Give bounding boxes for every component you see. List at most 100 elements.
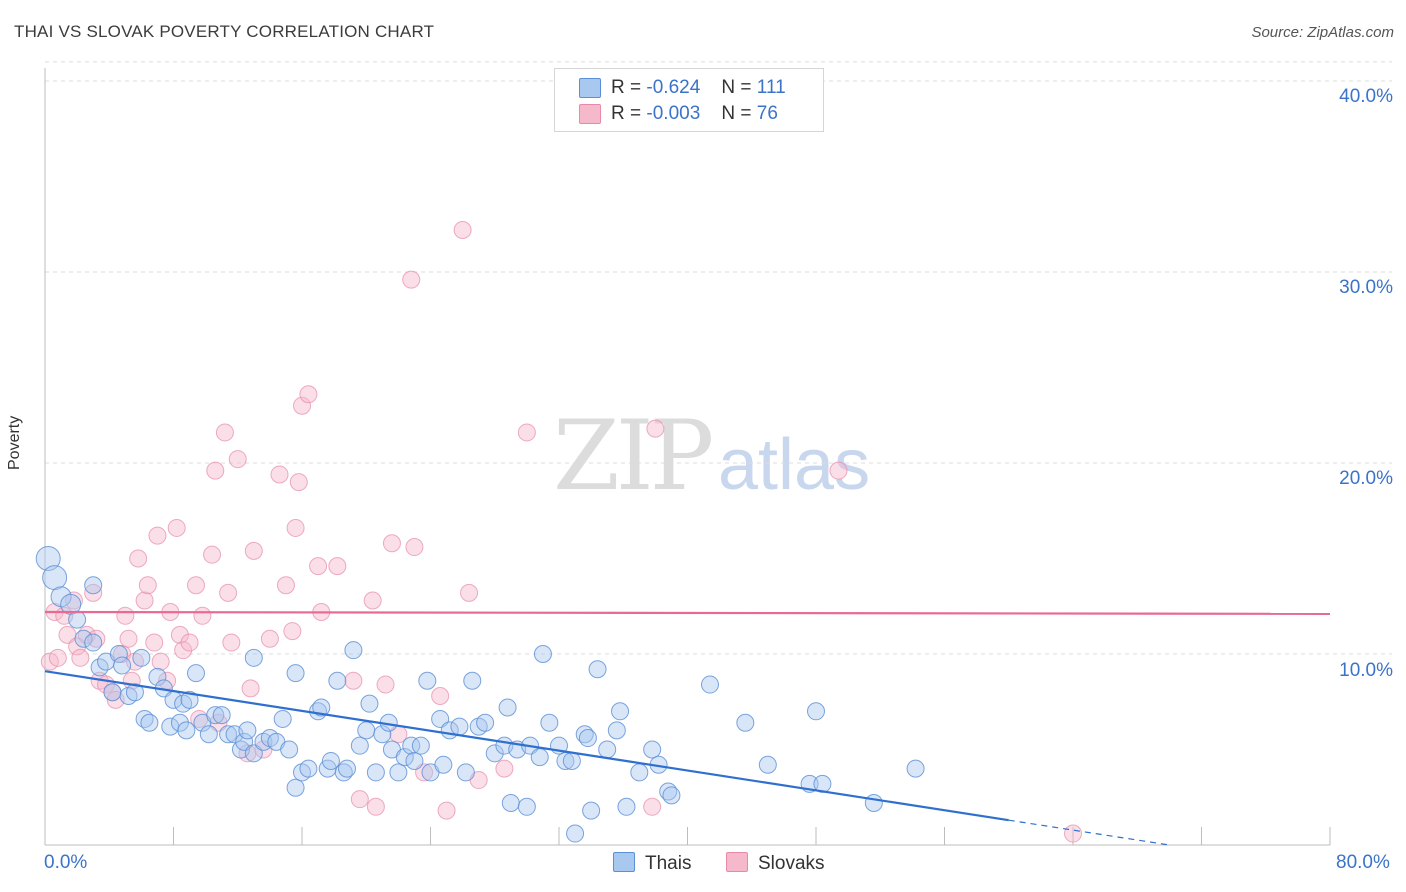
source-label: Source: ZipAtlas.com (1251, 24, 1394, 41)
thais-swatch (613, 852, 635, 872)
slovaks-point (643, 797, 662, 816)
thais-point (273, 709, 292, 728)
thais-point (530, 748, 549, 767)
thais-point (286, 778, 305, 797)
slovaks-point (415, 763, 434, 782)
legend-r-value: -0.003 (646, 103, 701, 124)
thais-point (244, 744, 263, 763)
thais-point (177, 721, 196, 740)
legend-n-label: N = (721, 103, 752, 124)
thais-point (186, 664, 205, 683)
thais-point (402, 736, 421, 755)
x-tick-label: 80.0% (1336, 852, 1390, 873)
slovaks-point (222, 633, 241, 652)
thais-point (74, 629, 93, 648)
slovaks-point (167, 518, 186, 537)
slovaks-point (219, 583, 238, 602)
bottom-legend-label: Thais (645, 853, 692, 874)
thais-point (611, 702, 630, 721)
slovaks-point (129, 549, 148, 568)
slovaks-point (495, 759, 514, 778)
thais-point (736, 713, 755, 732)
thais-point (113, 656, 132, 675)
thais-point (360, 694, 379, 713)
chart-title: THAI VS SLOVAK POVERTY CORRELATION CHART (14, 22, 435, 41)
slovaks-point (366, 797, 385, 816)
thais-point (132, 648, 151, 667)
thais-point (68, 610, 87, 629)
thais-point (312, 698, 331, 717)
slovaks-point (48, 648, 67, 667)
bottom-legend-slovaks: Slovaks (726, 852, 825, 875)
slovaks-point (270, 465, 289, 484)
slovaks-point (135, 591, 154, 610)
thais-point (411, 736, 430, 755)
thais-point (405, 751, 424, 770)
slovaks-point (71, 648, 90, 667)
legend-r-label: R = (611, 77, 642, 98)
thais-trend-line (44, 670, 1009, 822)
slovaks-point (363, 591, 382, 610)
slovaks-point (382, 534, 401, 553)
watermark-zip: ZIP (553, 400, 714, 512)
legend-n-label: N = (721, 77, 752, 98)
thais-point (199, 725, 218, 744)
thais-point (807, 702, 825, 721)
thais-point (906, 759, 925, 778)
thais-point (244, 648, 263, 667)
thais-point (125, 683, 144, 702)
thais-point (434, 755, 453, 774)
thais-point (286, 664, 305, 683)
thais-point (206, 706, 225, 725)
slovaks-point (215, 423, 234, 442)
thais-point (212, 706, 231, 725)
x-tick-label: 0.0% (44, 852, 88, 873)
bottom-legend-label: Slovaks (758, 853, 825, 874)
thais-point (643, 740, 662, 759)
thais-point (84, 633, 103, 652)
y-tick-label: 10.0% (1339, 660, 1393, 681)
thais-point (758, 755, 777, 774)
thais-point (485, 744, 504, 763)
slovaks-point (829, 461, 848, 480)
slovaks-point (186, 576, 205, 595)
thais-point (517, 797, 536, 816)
slovaks-point (437, 801, 456, 820)
slovaks-point (170, 625, 189, 644)
slovaks-point (283, 622, 302, 641)
slovaks-point (1064, 824, 1082, 843)
thais-point (35, 546, 61, 571)
thais-point (337, 759, 356, 778)
thais-point (431, 709, 450, 728)
thais-point (864, 793, 883, 812)
thais-point (630, 763, 649, 782)
thais-point (357, 721, 376, 740)
thais-point (607, 721, 626, 740)
thais-point (148, 667, 167, 686)
slovaks-point (431, 687, 450, 706)
thais-point (321, 751, 340, 770)
slovaks-point (119, 629, 138, 648)
thais-point (42, 565, 68, 591)
thais-point (533, 645, 552, 663)
thais-point (109, 645, 128, 663)
slovaks-point (84, 583, 103, 602)
slovaks-point (228, 450, 247, 469)
thais-point (280, 740, 299, 759)
thais-point (180, 690, 199, 709)
slovaks-point (646, 419, 665, 438)
slovaks-point (180, 633, 199, 652)
y-tick-label: 20.0% (1339, 468, 1393, 489)
slovaks-point (151, 652, 170, 671)
thais-point (219, 725, 238, 744)
thais-point (662, 786, 681, 805)
slovaks-point (138, 576, 157, 595)
legend-n-value: 76 (756, 103, 778, 124)
thais-point (389, 763, 408, 782)
thais-point (418, 671, 437, 690)
slovaks-point (276, 576, 295, 595)
slovaks-point (203, 545, 222, 564)
thais-point (350, 736, 369, 755)
thais-point (463, 671, 482, 690)
